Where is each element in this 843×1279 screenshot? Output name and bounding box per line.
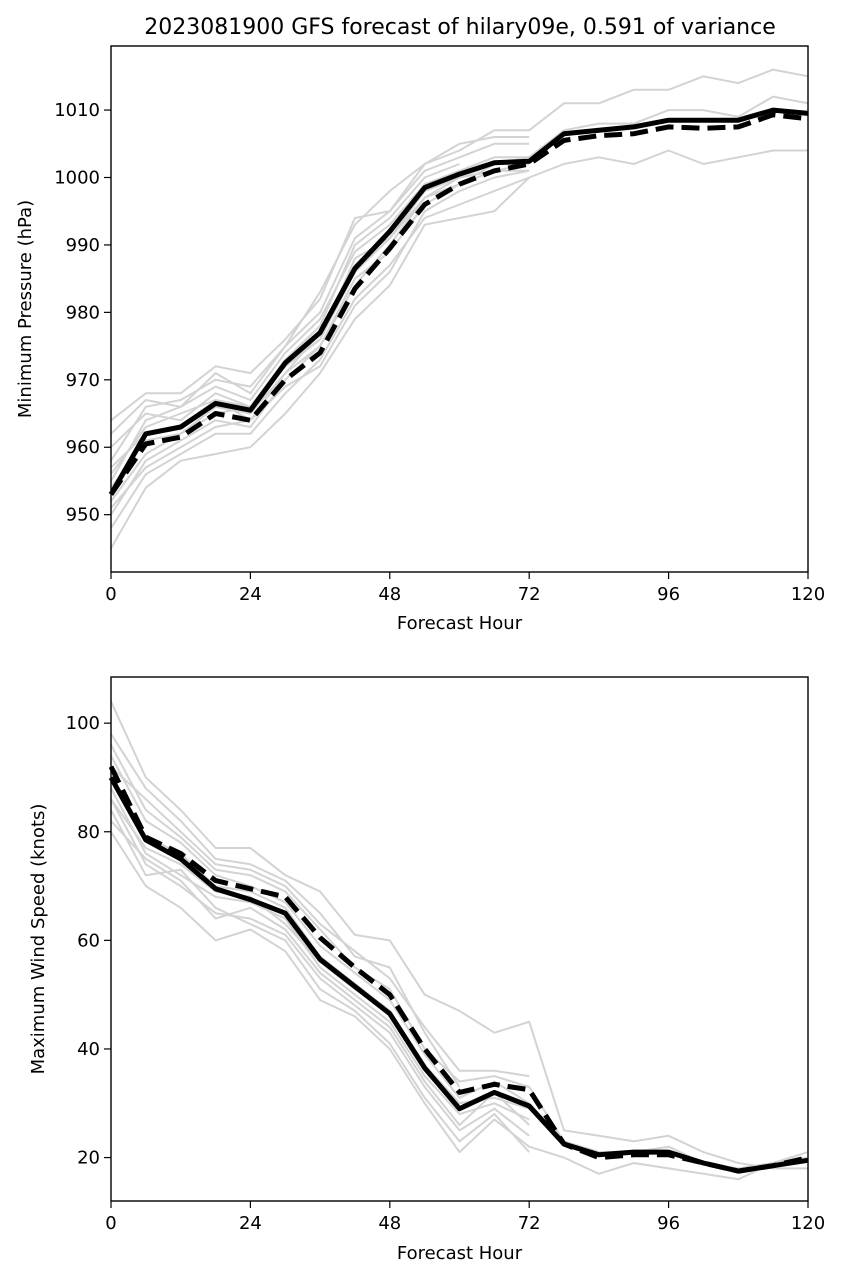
y-tick-label: 100 xyxy=(66,713,100,734)
wind-ensemble-line xyxy=(110,798,530,1137)
x-tick-label: 24 xyxy=(239,584,262,605)
pressure-solid-mean-line xyxy=(108,107,809,496)
chart-title: 2023081900 GFS forecast of hilary09e, 0.… xyxy=(144,15,776,40)
x-tick-label: 48 xyxy=(378,584,401,605)
pressure-ensemble-line xyxy=(110,136,530,435)
wind-ensemble-line xyxy=(110,755,530,1105)
pressure-ensemble-line xyxy=(110,95,809,482)
y-tick-label: 1000 xyxy=(54,168,100,189)
y-tick-label: 40 xyxy=(77,1039,100,1060)
wind-ensemble-line xyxy=(110,831,809,1181)
y-tick-label: 1010 xyxy=(54,100,100,121)
y-tick-label: 960 xyxy=(66,437,100,458)
x-tick-label: 120 xyxy=(791,1213,825,1234)
pressure-y-axis-label: Minimum Pressure (hPa) xyxy=(15,200,36,418)
y-tick-label: 20 xyxy=(77,1148,100,1169)
x-tick-label: 96 xyxy=(657,584,680,605)
y-tick-label: 60 xyxy=(77,930,100,951)
bottom-panel-wind: 0 24 48 72 96 120 20 40 60 80 100 Forecast Hour M… xyxy=(28,676,825,1264)
wind-x-ticks: 0 24 48 72 96 120 xyxy=(105,1201,825,1234)
y-tick-label: 80 xyxy=(77,822,100,843)
wind-mean-lines xyxy=(108,765,809,1174)
wind-dashed-mean-line xyxy=(108,765,809,1174)
pressure-ensemble-line xyxy=(110,142,530,462)
wind-ensemble-line xyxy=(110,809,530,1153)
wind-ensemble-line xyxy=(110,776,530,1110)
pressure-mean-lines xyxy=(108,107,809,496)
pressure-axes-frame xyxy=(110,45,809,573)
wind-ensemble-line xyxy=(110,820,530,1126)
pressure-y-ticks: 950 960 970 980 990 1000 1010 xyxy=(54,100,111,526)
y-tick-label: 950 xyxy=(66,505,100,526)
pressure-ensemble-line xyxy=(110,149,808,549)
pressure-ensemble-line xyxy=(110,68,809,422)
x-tick-label: 72 xyxy=(518,584,541,605)
x-tick-label: 48 xyxy=(378,1213,401,1234)
pressure-ensemble-line xyxy=(110,169,530,475)
pressure-x-axis-label: Forecast Hour xyxy=(397,613,523,634)
wind-ensemble-line xyxy=(110,700,808,1170)
wind-axes-frame xyxy=(110,676,809,1202)
x-tick-label: 72 xyxy=(518,1213,541,1234)
pressure-dashed-mean-line xyxy=(108,112,809,496)
x-tick-label: 24 xyxy=(239,1213,262,1234)
pressure-ensemble-line xyxy=(110,163,530,509)
y-tick-label: 980 xyxy=(66,302,100,323)
wind-ensemble-line xyxy=(110,787,530,1121)
pressure-ensemble-line xyxy=(110,169,530,516)
x-tick-label: 0 xyxy=(105,1213,116,1234)
x-tick-label: 120 xyxy=(791,584,825,605)
y-tick-label: 970 xyxy=(66,370,100,391)
x-tick-label: 0 xyxy=(105,584,116,605)
pressure-ensemble-members xyxy=(110,68,809,549)
wind-solid-mean-line xyxy=(108,776,809,1174)
wind-ensemble-line xyxy=(110,765,530,1078)
wind-x-axis-label: Forecast Hour xyxy=(397,1243,523,1264)
wind-y-ticks: 20 40 60 80 100 xyxy=(66,713,111,1169)
top-panel-pressure: 0 24 48 72 96 120 950 960 970 980 990 1000 1010 For… xyxy=(15,45,825,634)
x-tick-label: 96 xyxy=(657,1213,680,1234)
wind-y-axis-label: Maximum Wind Speed (knots) xyxy=(28,804,49,1075)
y-tick-label: 990 xyxy=(66,235,100,256)
pressure-x-ticks: 0 24 48 72 96 120 xyxy=(105,572,825,605)
pressure-ensemble-line xyxy=(110,176,530,529)
wind-ensemble-line xyxy=(110,733,461,1088)
